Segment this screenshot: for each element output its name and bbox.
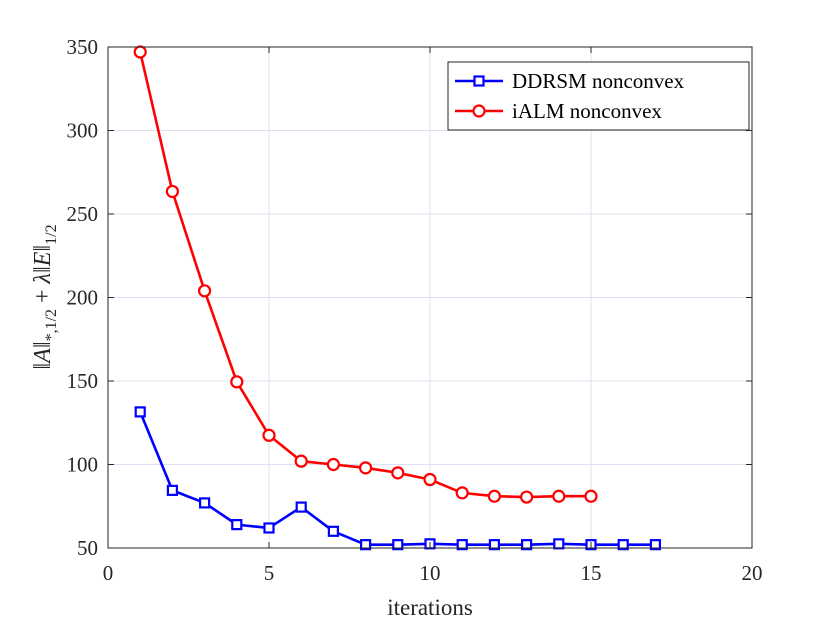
data-point-ialm-nonconvex: [552, 489, 566, 503]
data-point-ddrsm-nonconvex: [360, 539, 372, 551]
y-tick-label: 200: [67, 286, 99, 310]
data-point-ddrsm-nonconvex: [327, 525, 339, 537]
y-tick-label: 100: [67, 453, 99, 477]
data-point-ddrsm-nonconvex: [263, 522, 275, 534]
data-point-ialm-nonconvex: [519, 490, 534, 504]
data-point-ddrsm-nonconvex: [553, 538, 565, 550]
y-tick-label: 350: [67, 35, 99, 59]
legend-marker: [473, 75, 485, 87]
data-point-ialm-nonconvex: [262, 428, 276, 442]
legend-marker: [472, 104, 486, 118]
data-point-ialm-nonconvex: [391, 466, 405, 480]
legend: DDRSM nonconvex iALM nonconvex: [447, 61, 750, 131]
data-point-ddrsm-nonconvex: [134, 406, 146, 418]
data-point-ialm-nonconvex: [584, 489, 598, 503]
ylabel-bars: ‖: [30, 341, 56, 348]
x-tick-label: 0: [103, 561, 114, 585]
legend-label: iALM nonconvex: [512, 99, 662, 123]
ticks: 0 5 10 15 20 50 100 150 200 250 300 350: [67, 35, 763, 585]
ylabel-sub: 1/2: [43, 224, 60, 244]
data-point-ialm-nonconvex: [359, 461, 373, 475]
data-point-ddrsm-nonconvex: [295, 501, 307, 513]
series-ialm-nonconvex: [133, 45, 598, 504]
data-point-ddrsm-nonconvex: [231, 519, 243, 531]
series-ddrsm-nonconvex: [134, 406, 662, 551]
ylabel-A: A: [30, 348, 56, 365]
y-tick-label: 250: [67, 202, 99, 226]
x-tick-label: 20: [742, 561, 763, 585]
data-point-ialm-nonconvex: [165, 184, 179, 199]
y-tick-label: 50: [77, 536, 98, 560]
data-point-ddrsm-nonconvex: [520, 539, 533, 551]
data-point-ialm-nonconvex: [455, 486, 469, 500]
y-tick-label: 150: [67, 369, 99, 393]
svg-text:‖A‖*,1/2 + λ‖E‖1/2: ‖A‖*,1/2 + λ‖E‖1/2: [30, 224, 60, 369]
x-tick-label: 10: [420, 561, 441, 585]
data-point-ialm-nonconvex: [198, 284, 212, 298]
y-tick-label: 300: [67, 119, 99, 143]
series-layer: [133, 45, 662, 551]
data-point-ddrsm-nonconvex: [456, 539, 468, 551]
ylabel-sub: *,1/2: [43, 309, 60, 341]
data-point-ddrsm-nonconvex: [199, 497, 211, 509]
x-tick-label: 5: [264, 561, 275, 585]
data-point-ialm-nonconvex: [230, 375, 244, 389]
ylabel-lambda: λ: [30, 273, 56, 284]
x-axis-title: iterations: [387, 595, 473, 620]
data-point-ddrsm-nonconvex: [649, 539, 662, 551]
data-point-ialm-nonconvex: [133, 45, 147, 59]
data-point-ialm-nonconvex: [294, 454, 308, 468]
legend-box: [447, 61, 750, 131]
ylabel-bars: ‖: [30, 363, 56, 370]
data-point-ddrsm-nonconvex: [392, 539, 404, 551]
ylabel-bars: ‖: [30, 266, 56, 273]
legend-label: DDRSM nonconvex: [512, 69, 685, 93]
data-point-ddrsm-nonconvex: [166, 484, 178, 496]
ylabel-E: E: [30, 251, 56, 267]
ylabel-bars: ‖: [30, 245, 56, 252]
data-point-ialm-nonconvex: [487, 489, 501, 503]
data-point-ddrsm-nonconvex: [617, 539, 629, 551]
data-point-ialm-nonconvex: [423, 472, 437, 487]
x-tick-label: 15: [581, 561, 602, 585]
data-point-ddrsm-nonconvex: [488, 539, 500, 551]
y-axis-title: ‖A‖*,1/2 + λ‖E‖1/2: [30, 224, 60, 369]
ylabel-plus: +: [30, 283, 56, 309]
data-point-ialm-nonconvex: [326, 457, 340, 472]
